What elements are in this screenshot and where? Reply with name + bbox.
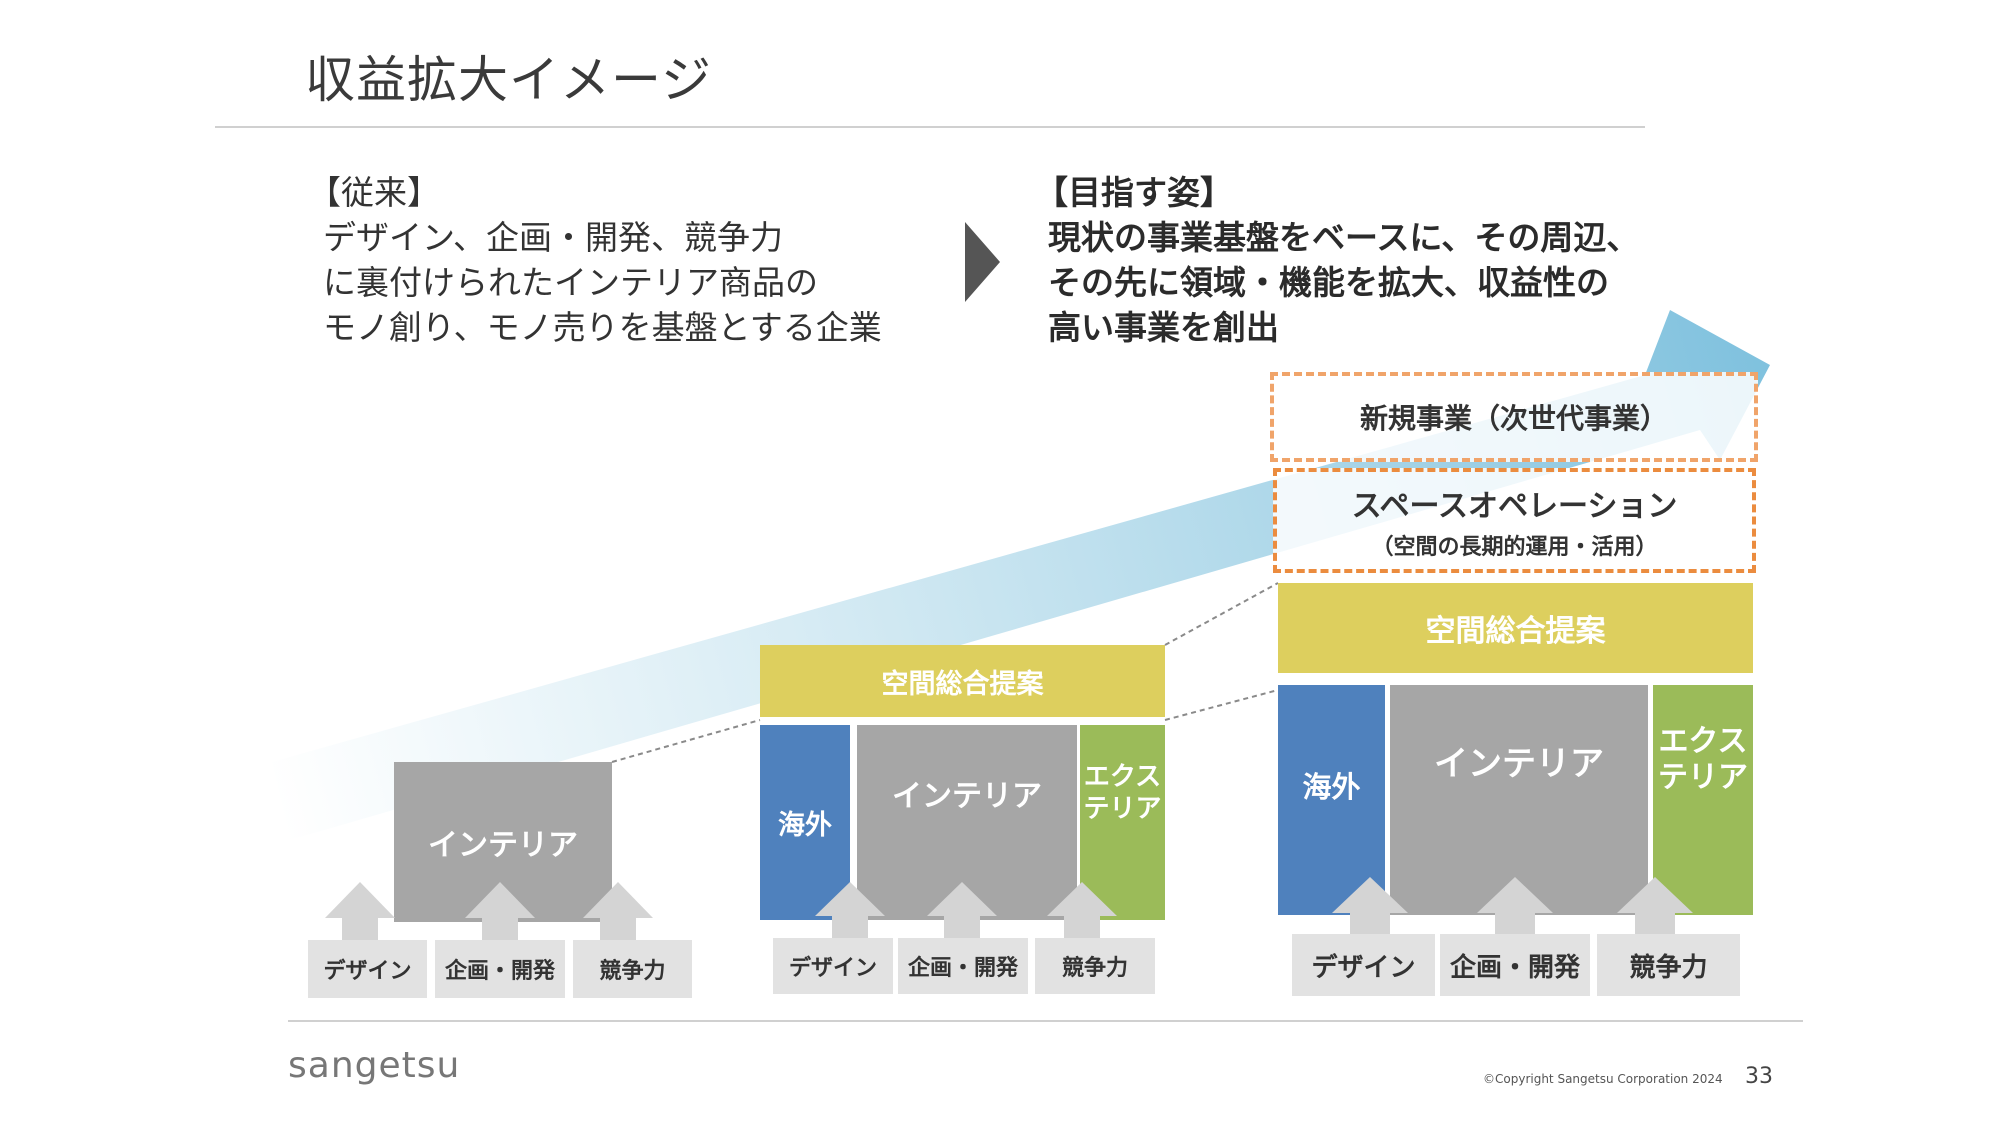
up-arrow-icon xyxy=(1332,877,1408,935)
growth-arrow-icon xyxy=(272,310,1770,840)
connector-line xyxy=(1164,689,1279,721)
box-label: インテリア xyxy=(892,778,1042,814)
up-arrow-icon xyxy=(815,882,885,940)
current-heading: 【従来】 xyxy=(308,173,440,212)
base-label: 競争力 xyxy=(1061,956,1128,981)
stage3-base-planning: 企画・開発 xyxy=(1440,934,1590,996)
stage3-exterior: エクス テリア xyxy=(1653,685,1753,915)
stage3-new-business: 新規事業（次世代事業） xyxy=(1270,372,1758,462)
space-op-subtitle: （空間の長期的運用・活用） xyxy=(1371,534,1658,560)
current-line: デザイン、企画・開発、競争力 xyxy=(323,218,784,257)
stage3-up-arrows xyxy=(1332,877,1693,935)
chevron-right-icon xyxy=(965,222,1000,302)
stage3-base-competitiveness: 競争力 xyxy=(1597,934,1740,996)
stage3-interior: インテリア xyxy=(1390,685,1648,915)
up-arrow-icon xyxy=(1047,882,1117,940)
stage3-space-operation: スペースオペレーション （空間の長期的運用・活用） xyxy=(1273,468,1756,573)
stage2-up-arrows xyxy=(815,882,1117,940)
base-label: デザイン xyxy=(788,956,877,981)
base-label: 企画・開発 xyxy=(1449,952,1580,983)
stage2-base-design: デザイン xyxy=(773,938,893,994)
copyright-text: ©Copyright Sangetsu Corporation 2024 xyxy=(1483,1072,1723,1086)
title-divider xyxy=(215,126,1645,128)
box-label: エクス テリア xyxy=(1083,761,1162,824)
stage1-interior-label: インテリア xyxy=(428,828,578,863)
base-label: 競争力 xyxy=(1629,952,1708,983)
current-state: 【従来】 デザイン、企画・開発、競争力 に裏付けられたインテリア商品の モノ創り… xyxy=(308,170,882,350)
goal-heading: 【目指す姿】 xyxy=(1035,173,1233,212)
footer-divider xyxy=(288,1020,1803,1022)
base-label: 企画・開発 xyxy=(444,959,555,984)
stage3-spatial-proposal: 空間総合提案 xyxy=(1278,583,1753,673)
base-label: デザイン xyxy=(323,959,412,984)
current-line: モノ創り、モノ売りを基盤とする企業 xyxy=(323,308,882,347)
base-label: 企画・開発 xyxy=(907,956,1018,981)
stage2-base-planning: 企画・開発 xyxy=(898,938,1028,994)
space-op-title: スペースオペレーション xyxy=(1351,488,1678,524)
up-arrow-icon xyxy=(325,882,395,950)
connector-line xyxy=(611,719,761,763)
up-arrow-icon xyxy=(1617,877,1693,935)
base-label: 競争力 xyxy=(599,959,666,984)
box-label: エクス テリア xyxy=(1658,724,1748,795)
up-arrow-icon xyxy=(465,882,535,950)
box-label: 海外 xyxy=(1302,770,1361,804)
stage1-base-planning: 企画・開発 xyxy=(435,940,565,998)
box-label: 新規事業（次世代事業） xyxy=(1359,402,1668,435)
goal-state: 【目指す姿】 現状の事業基盤をベースに、その周辺、 その先に領域・機能を拡大、収… xyxy=(1035,170,1639,350)
base-label: デザイン xyxy=(1311,952,1416,983)
goal-line: 現状の事業基盤をベースに、その周辺、 xyxy=(1048,218,1640,257)
stage1-base-competitiveness: 競争力 xyxy=(573,940,692,998)
connector-line xyxy=(1164,582,1279,646)
page-title: 収益拡大イメージ xyxy=(305,51,712,109)
stage3-overseas: 海外 xyxy=(1278,685,1385,915)
stage3-base-design: デザイン xyxy=(1292,934,1435,996)
stage2-overseas: 海外 xyxy=(760,725,850,920)
stage2-base-competitiveness: 競争力 xyxy=(1035,938,1155,994)
sangetsu-logo: sangetsu xyxy=(288,1045,461,1086)
box-label: 空間総合提案 xyxy=(1425,614,1606,649)
goal-line: その先に領域・機能を拡大、収益性の xyxy=(1048,263,1609,302)
up-arrow-icon xyxy=(583,882,653,950)
stage2-exterior: エクス テリア xyxy=(1080,725,1165,920)
goal-line: 高い事業を創出 xyxy=(1048,308,1279,347)
stage1-up-arrows xyxy=(325,882,653,950)
up-arrow-icon xyxy=(1477,877,1553,935)
box-label: インテリア xyxy=(1434,743,1604,784)
current-line: に裏付けられたインテリア商品の xyxy=(323,263,818,302)
up-arrow-icon xyxy=(927,882,997,940)
stage1-base-design: デザイン xyxy=(308,940,427,998)
page-number: 33 xyxy=(1745,1064,1773,1089)
box-label: 空間総合提案 xyxy=(881,668,1044,700)
stage2-spatial-proposal: 空間総合提案 xyxy=(760,645,1165,717)
box-label: 海外 xyxy=(778,810,832,841)
